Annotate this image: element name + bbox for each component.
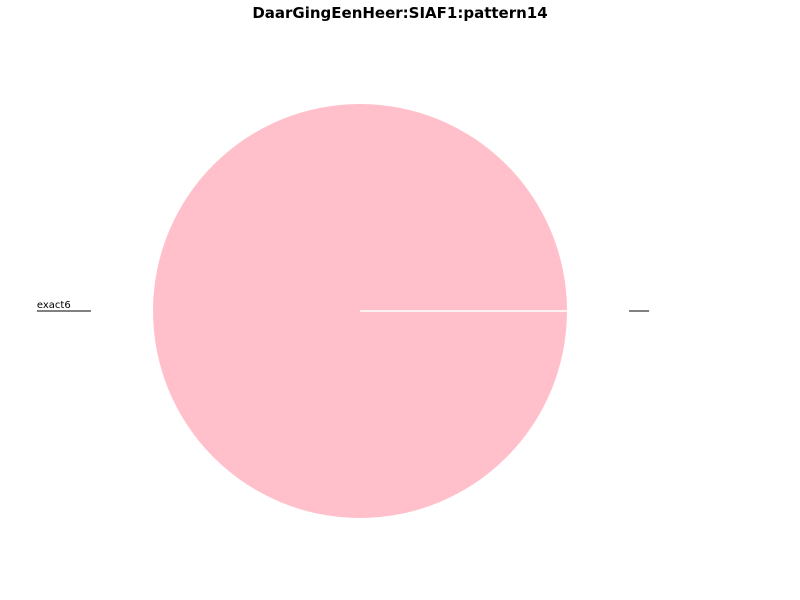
chart-title: DaarGingEenHeer:SIAF1:pattern14 (252, 4, 547, 22)
pie-slices (153, 104, 567, 518)
pie-label-0: exact6 (37, 300, 71, 311)
pie-labels: exact6 (36, 300, 650, 312)
